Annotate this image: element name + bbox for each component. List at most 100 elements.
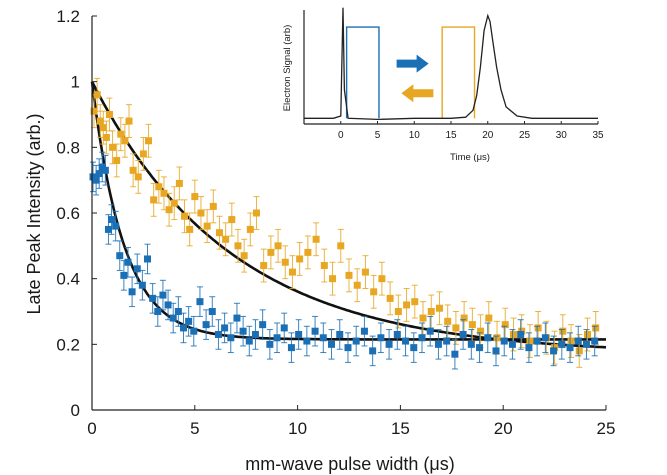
data-point	[312, 235, 320, 243]
inset-axes: 0 5 10 15 20 25 30 35	[303, 10, 604, 141]
data-point	[370, 288, 378, 296]
data-point	[476, 344, 484, 352]
data-point	[181, 212, 189, 220]
data-point	[99, 124, 107, 132]
data-point	[485, 314, 493, 322]
main-x-tick-label: 25	[597, 419, 616, 438]
data-point	[484, 334, 492, 342]
data-point	[526, 337, 534, 345]
data-point	[112, 222, 120, 230]
signal-trace	[304, 7, 598, 121]
data-point	[215, 229, 223, 237]
data-point	[501, 321, 509, 329]
data-point	[90, 107, 98, 115]
data-point	[403, 301, 411, 309]
data-point	[133, 265, 141, 273]
inset-x-tick-label: 30	[556, 130, 568, 141]
inset-pulses	[345, 26, 476, 119]
data-point	[170, 199, 178, 207]
data-point	[259, 321, 267, 329]
data-point	[558, 340, 566, 348]
data-point	[155, 183, 163, 191]
data-point	[427, 308, 435, 315]
data-point	[426, 327, 434, 335]
inset-y-axis-label: Electron Signal (arb)	[282, 25, 293, 112]
data-point	[185, 317, 193, 325]
data-point	[145, 137, 153, 145]
data-point	[149, 294, 157, 302]
data-point	[377, 334, 385, 342]
data-point	[378, 275, 386, 283]
inset-x-tick-label: 0	[338, 130, 344, 141]
data-point	[559, 327, 567, 335]
data-point	[411, 298, 419, 306]
data-point	[451, 350, 459, 358]
data-point	[296, 255, 304, 263]
data-point	[419, 314, 427, 322]
data-point	[102, 133, 110, 141]
data-point	[267, 248, 275, 256]
inset-x-tick-label: 5	[375, 130, 381, 141]
data-point	[574, 337, 582, 345]
data-point	[394, 308, 402, 315]
data-point	[246, 225, 254, 233]
data-point	[203, 222, 211, 230]
data-point	[541, 334, 549, 342]
main-data-series	[89, 77, 600, 370]
data-point	[116, 252, 124, 260]
inset-x-tick-label: 35	[592, 130, 604, 141]
data-point	[128, 288, 136, 296]
data-point	[336, 330, 344, 338]
main-x-axis-label: mm-wave pulse width (μs)	[245, 454, 454, 474]
data-point	[319, 334, 327, 342]
data-point	[452, 324, 460, 332]
data-point	[134, 173, 142, 181]
data-point	[234, 242, 242, 250]
data-point	[209, 202, 217, 210]
pulse-blue	[345, 26, 380, 119]
inset-arrows	[396, 54, 434, 103]
data-point	[240, 252, 248, 260]
data-point	[353, 281, 361, 289]
data-point	[159, 291, 167, 299]
main-chart: 0 5 10 15 20 25 0 0.2 0.4 0.6 0.8 1 1.2 Late Peak In…	[24, 7, 615, 474]
data-point	[352, 337, 360, 345]
data-point	[534, 324, 542, 332]
data-point	[500, 337, 508, 345]
inset-x-tick-label: 10	[409, 130, 421, 141]
data-point	[443, 337, 451, 345]
pulse-orange	[441, 26, 476, 119]
data-point	[174, 308, 182, 315]
data-point	[492, 347, 500, 355]
data-point	[566, 344, 574, 352]
data-point	[345, 271, 353, 279]
data-point	[337, 242, 345, 250]
data-point	[295, 330, 303, 338]
data-point	[202, 321, 210, 329]
data-point	[104, 225, 112, 233]
data-point	[360, 327, 368, 335]
data-point	[567, 337, 575, 345]
data-point	[150, 196, 158, 204]
data-point	[328, 340, 336, 348]
data-point	[113, 156, 121, 164]
data-point	[179, 324, 187, 332]
main-x-tick-label: 20	[494, 419, 513, 438]
main-x-tick-label: 10	[288, 419, 307, 438]
data-point	[386, 294, 394, 302]
data-point	[320, 262, 328, 270]
data-point	[444, 317, 452, 325]
data-point	[583, 330, 591, 338]
main-x-tick-label: 15	[391, 419, 410, 438]
inset-chart: 0 5 10 15 20 25 30 35 Electron Signal (arb) Tim…	[282, 7, 604, 163]
data-point	[410, 344, 418, 352]
arrow-left	[401, 84, 434, 103]
data-point	[96, 117, 104, 125]
data-point	[369, 347, 377, 355]
main-x-tick-label: 0	[87, 419, 96, 438]
data-point	[169, 314, 177, 322]
data-point	[550, 347, 558, 355]
data-point	[186, 225, 194, 233]
data-point	[274, 242, 282, 250]
